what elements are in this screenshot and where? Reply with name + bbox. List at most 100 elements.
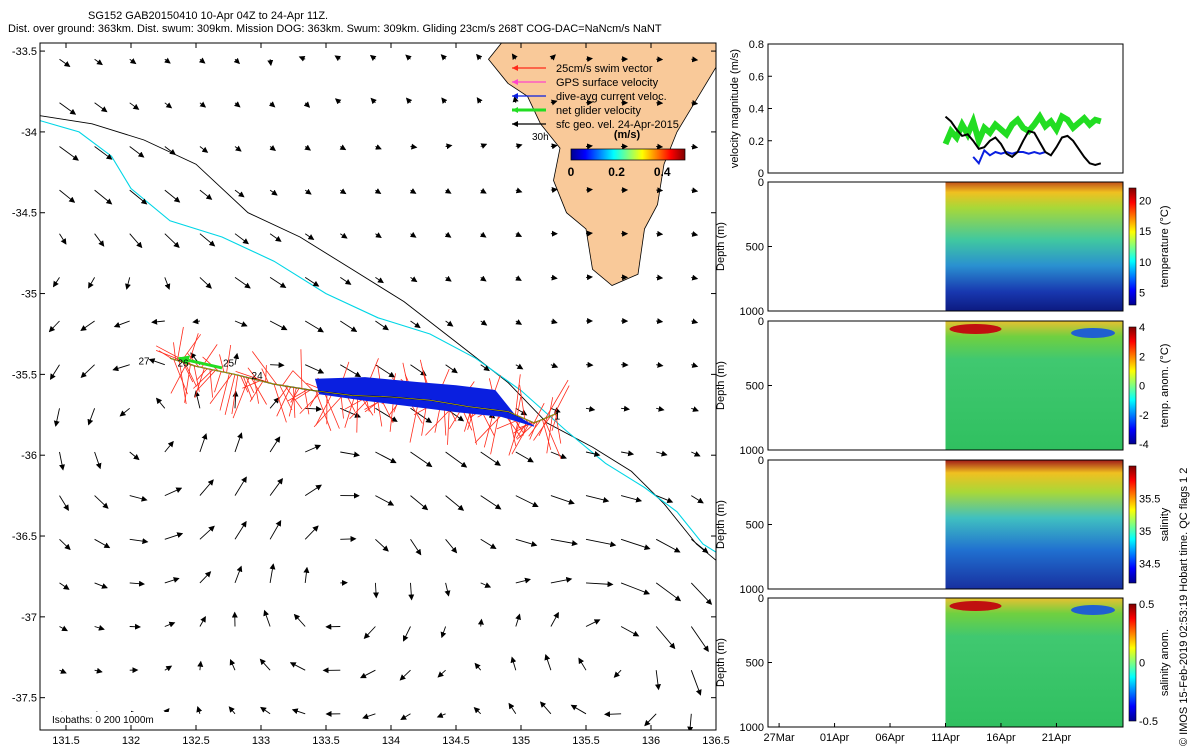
salinity-anomaly-section: 0 500 1000 Depth (m) -0.5 0 0.5 salinity anom. 2… — [715, 593, 1171, 744]
geo-velocity-arrow — [94, 495, 109, 509]
geo-velocity-arrow — [445, 451, 468, 468]
geo-velocity-arrow — [339, 144, 347, 151]
velocity-series-line — [972, 148, 1046, 166]
geo-velocity-arrow — [88, 277, 95, 289]
geo-velocity-arrow — [445, 275, 452, 282]
section-heatmap — [945, 321, 1123, 450]
geo-velocity-arrow — [408, 582, 415, 601]
swim-vector-arrow — [196, 368, 208, 381]
geo-velocity-arrow — [199, 525, 215, 540]
swim-vector-arrow — [340, 393, 344, 419]
swim-vector-arrow — [546, 415, 553, 454]
geo-velocity-arrow — [691, 274, 699, 281]
track-day-label: 1 — [555, 412, 561, 423]
geo-velocity-arrow — [269, 397, 280, 409]
geo-velocity-arrow — [405, 54, 412, 61]
geo-velocity-arrow — [164, 233, 180, 248]
geo-velocity-arrow — [374, 188, 382, 194]
section-heatmap — [945, 460, 1123, 589]
map-xtick-label: 132.5 — [182, 735, 210, 747]
geo-velocity-arrow — [515, 577, 531, 584]
legend-entry: net glider velocity — [556, 105, 641, 117]
geo-velocity-arrow — [267, 59, 274, 67]
geo-velocity-arrow — [403, 626, 411, 642]
section-ytick-label: 0 — [758, 316, 764, 328]
swim-vector-arrow — [194, 367, 205, 399]
footer-credit: © IMOS 15-Feb-2019 02:53:19 Hobart time.… — [1178, 467, 1190, 746]
geo-velocity-arrow — [164, 189, 181, 203]
geo-velocity-arrow — [655, 582, 682, 602]
section-ytick-label: 1000 — [740, 306, 764, 318]
geo-velocity-arrow — [550, 576, 573, 584]
section-ytick-label: 500 — [746, 381, 764, 393]
track-day-label: 24 — [252, 371, 264, 382]
legend-swatch-head — [512, 121, 518, 127]
geo-velocity-arrow — [515, 538, 538, 547]
geo-velocity-arrow — [305, 364, 325, 374]
geo-velocity-arrow — [479, 231, 487, 238]
geo-velocity-arrow — [585, 581, 614, 588]
swim-vector-arrow — [184, 364, 191, 403]
geo-velocity-arrow — [445, 143, 453, 150]
geo-velocity-arrow — [87, 408, 96, 426]
geo-velocity-arrow — [655, 538, 681, 553]
swim-vector-arrow — [231, 375, 239, 415]
geo-velocity-arrow — [269, 563, 276, 583]
geo-velocity-arrow — [480, 538, 497, 550]
geo-velocity-arrow — [549, 54, 556, 61]
geo-velocity-arrow — [370, 97, 377, 105]
geo-velocity-arrow — [94, 146, 113, 160]
geo-velocity-arrow — [410, 276, 418, 283]
velocity-ytick-label: 0.2 — [749, 136, 764, 148]
swim-vector-arrow — [344, 395, 356, 428]
colorbar-tick-label: 34.5 — [1139, 559, 1160, 571]
swim-vector-arrow — [240, 375, 249, 393]
geo-velocity-arrow — [234, 320, 248, 327]
geo-velocity-arrow — [690, 670, 702, 696]
geo-velocity-arrow — [691, 143, 699, 150]
geo-velocity-arrow — [49, 364, 60, 380]
geo-velocity-arrow — [691, 187, 699, 194]
swim-vector-arrow — [519, 384, 526, 419]
section-xtick-label: 11Apr — [931, 732, 960, 744]
section-ytick-label: 1000 — [740, 722, 764, 734]
map-xtick-label: 134.5 — [442, 735, 470, 747]
geo-velocity-arrow — [334, 98, 342, 105]
geo-velocity-arrow — [512, 95, 519, 103]
swim-vector-arrow — [209, 369, 213, 398]
geo-velocity-arrow — [480, 143, 488, 149]
swim-vector-arrow — [182, 362, 194, 383]
geo-velocity-arrow — [94, 451, 102, 470]
geo-velocity-arrow — [585, 451, 601, 457]
geo-velocity-arrow — [234, 189, 245, 198]
swim-vector-arrow — [293, 387, 296, 418]
geo-velocity-arrow — [232, 390, 239, 409]
swim-vector-arrow — [276, 386, 292, 417]
geo-velocity-arrow — [304, 233, 315, 240]
geo-velocity-arrow — [477, 618, 484, 627]
swim-vector-arrow — [516, 396, 522, 416]
geo-velocity-arrow — [375, 407, 398, 422]
track-day-label: 25 — [223, 358, 235, 369]
geo-velocity-arrow — [375, 232, 382, 239]
geo-velocity-arrow — [656, 318, 664, 325]
geo-velocity-arrow — [515, 451, 534, 463]
colorbar-label: salinity — [1159, 507, 1171, 541]
swim-vector-arrow — [261, 368, 269, 383]
geo-velocity-arrow — [59, 102, 77, 115]
geo-velocity-arrow — [269, 233, 282, 242]
swim-vector-arrow — [315, 390, 332, 431]
velocity-ytick-label: 0.8 — [749, 39, 764, 51]
geo-velocity-arrow — [515, 363, 524, 370]
swim-vector-arrow — [247, 367, 258, 381]
geo-velocity-arrow — [293, 613, 306, 627]
geo-velocity-arrow — [550, 318, 558, 325]
geo-velocity-arrow — [375, 277, 384, 284]
geo-velocity-arrow — [233, 57, 241, 65]
glider-track-gps — [169, 357, 558, 424]
geo-velocity-arrow — [269, 436, 281, 453]
swim-vector-arrow — [173, 359, 188, 395]
geo-velocity-arrow — [515, 231, 523, 237]
section-ytick-label: 500 — [746, 658, 764, 670]
